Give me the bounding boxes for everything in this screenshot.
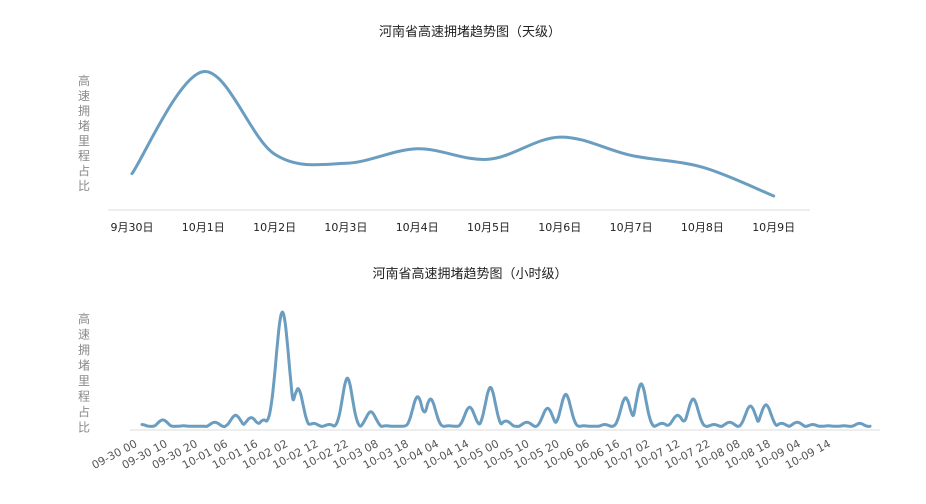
y-axis-label-char: 高: [78, 73, 90, 88]
daily-x-ticks: 9月30日 10月1日 10月2日 10月3日 10月4日 10月5日 10月6日 10月7日…: [111, 221, 796, 234]
daily-tick-label: 10月6日: [538, 221, 581, 234]
daily-tick-label: 10月7日: [610, 221, 653, 234]
y-axis-label-char: 占: [78, 163, 90, 178]
daily-tick-label: 10月9日: [752, 221, 795, 234]
daily-tick-label: 10月8日: [681, 221, 724, 234]
daily-chart-title: 河南省高速拥堵趋势图（天级）: [379, 24, 561, 40]
y-axis-label-char: 堵: [78, 119, 90, 133]
daily-tick-label: 10月1日: [182, 221, 225, 234]
daily-tick-label: 9月30日: [111, 221, 154, 234]
y-axis-label-char: 速: [78, 328, 90, 342]
daily-tick-label: 10月4日: [396, 221, 439, 234]
daily-tick-label: 10月3日: [324, 221, 367, 234]
hourly-series-line: [140, 310, 872, 428]
y-axis-label-char: 堵: [78, 359, 90, 373]
y-axis-label-char: 比: [78, 421, 90, 435]
y-axis-label-char: 比: [78, 179, 90, 193]
y-axis-label-char: 程: [78, 148, 90, 163]
y-axis-label-char: 里: [78, 134, 90, 148]
y-axis-label-char: 高: [78, 311, 90, 326]
y-axis-label-char: 速: [78, 89, 90, 103]
daily-tick-label: 10月2日: [253, 221, 296, 234]
y-axis-label-char: 程: [78, 389, 90, 404]
hourly-chart-title: 河南省高速拥堵趋势图（小时级）: [372, 266, 567, 282]
daily-tick-label: 10月5日: [467, 221, 510, 234]
y-axis-label-char: 拥: [78, 104, 90, 118]
y-axis-label-char: 里: [78, 374, 90, 388]
y-axis-label-char: 占: [78, 404, 90, 419]
y-axis-label-char: 拥: [78, 343, 90, 357]
daily-series-line: [130, 70, 776, 198]
